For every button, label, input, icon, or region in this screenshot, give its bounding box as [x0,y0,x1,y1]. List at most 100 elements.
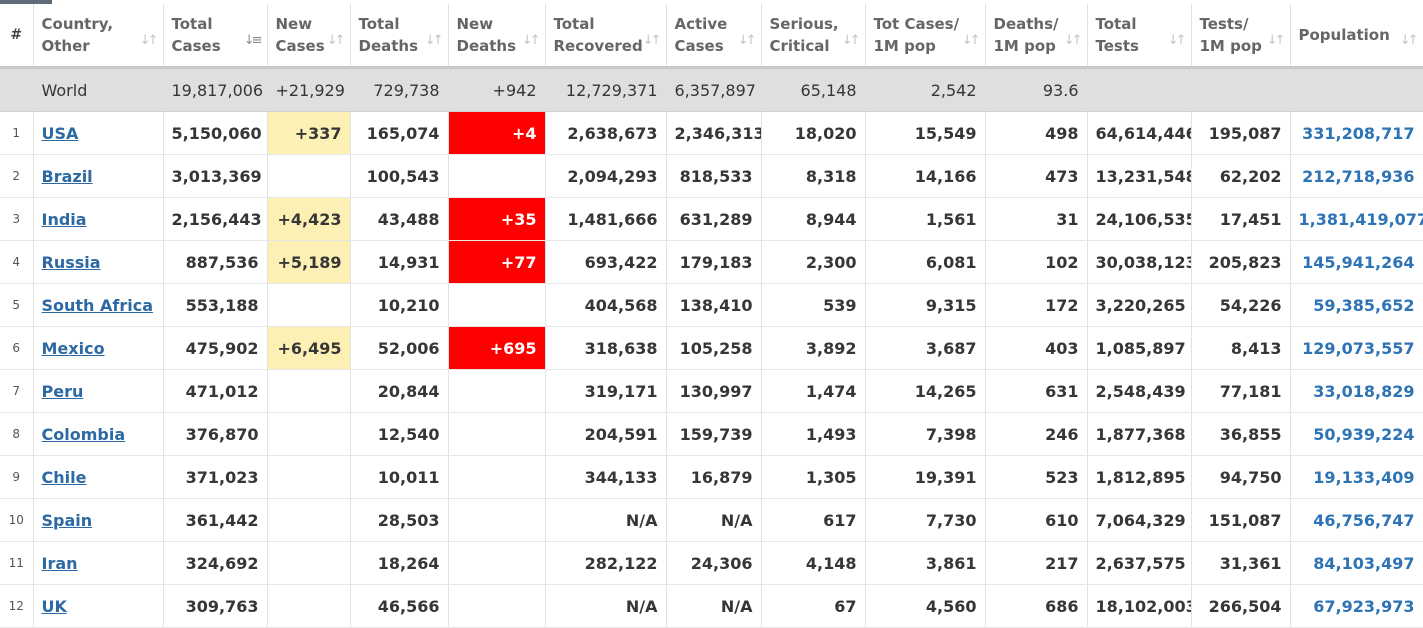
table-row: 12 UK 309,763 46,566 N/A N/A 67 4,560 686 18,102,… [0,584,1423,628]
country-link[interactable]: Mexico [41,338,105,358]
cell-serious-critical: 8,944 [761,197,866,241]
table-header-row: # Country, Other ↓↑ Total Cases ↓≡ New Cases ↓↑ To… [0,4,1423,69]
header-label-line1: Tests/ [1199,15,1249,33]
header-serious-critical[interactable]: Serious, Critical ↓↑ [761,4,866,69]
cell-tests-per-1m: 8,413 [1191,326,1291,370]
cell-deaths-per-1m: 217 [985,541,1088,585]
cell-total-cases: 475,902 [163,326,268,370]
cell-total-tests: 1,812,895 [1087,455,1192,499]
country-link[interactable]: Chile [41,467,87,487]
country-link[interactable]: Spain [41,510,93,530]
cell-tests-per-1m: 94,750 [1191,455,1291,499]
header-label-line2: Critical [769,37,830,55]
country-link[interactable]: Brazil [41,166,93,186]
cell-country: Spain [33,498,164,542]
table-row: 4 Russia 887,536 +5,189 14,931 +77 693,422 179,… [0,240,1423,284]
sort-arrows-icon[interactable]: ↓↑ [1063,33,1083,48]
cell-new-deaths: +35 [448,197,546,241]
cell-population: 19,133,409 [1290,455,1423,499]
header-total-recovered[interactable]: Total Recovered ↓↑ [545,4,667,69]
sort-arrows-icon[interactable]: ↓↑ [326,33,346,48]
cell-total-tests: 24,106,535 [1087,197,1192,241]
header-tests-per-1m[interactable]: Tests/1M pop ↓↑ [1191,4,1291,69]
cell-total-tests: 30,038,123 [1087,240,1192,284]
cell-cases-per-1m: 7,730 [865,498,986,542]
cell-new-cases: +21,929 [267,67,351,112]
header-country[interactable]: Country, Other ↓↑ [33,4,164,69]
country-link[interactable]: Colombia [41,424,126,444]
country-link[interactable]: USA [41,123,79,143]
header-total-cases[interactable]: Total Cases ↓≡ [163,4,268,69]
cell-new-cases [267,455,351,499]
sort-arrows-icon[interactable]: ↓↑ [1399,33,1419,48]
cell-population: 212,718,936 [1290,154,1423,198]
cell-new-deaths [448,412,546,456]
cell-serious-critical: 65,148 [761,67,866,112]
cell-new-deaths [448,154,546,198]
table-row: 6 Mexico 475,902 +6,495 52,006 +695 318,638 105… [0,326,1423,370]
country-link[interactable]: Iran [41,553,78,573]
cell-total-deaths: 165,074 [350,111,449,155]
cell-total-deaths: 52,006 [350,326,449,370]
cell-index: 4 [0,240,34,284]
sort-arrows-icon[interactable]: ↓↑ [1266,33,1286,48]
header-population[interactable]: Population ↓↑ [1290,4,1423,69]
cell-deaths-per-1m: 523 [985,455,1088,499]
sort-arrows-icon[interactable]: ↓↑ [737,33,757,48]
header-label-line2: 1M pop [1199,37,1262,55]
sort-arrows-icon[interactable]: ↓↑ [424,33,444,48]
cell-cases-per-1m: 6,081 [865,240,986,284]
table-row: 1 USA 5,150,060 +337 165,074 +4 2,638,673 2,346… [0,111,1423,155]
header-total-deaths[interactable]: Total Deaths ↓↑ [350,4,449,69]
cell-total-recovered: 2,638,673 [545,111,667,155]
sort-descending-icon[interactable]: ↓≡ [243,33,263,48]
cell-total-recovered: 318,638 [545,326,667,370]
cell-total-cases: 5,150,060 [163,111,268,155]
cell-tests-per-1m: 195,087 [1191,111,1291,155]
cell-total-tests: 18,102,003 [1087,584,1192,628]
header-cases-per-1m[interactable]: Tot Cases/1M pop ↓↑ [865,4,986,69]
header-label-line2: Recovered [553,37,643,55]
header-active-cases[interactable]: Active Cases ↓↑ [666,4,762,69]
cell-active-cases: 631,289 [666,197,762,241]
cell-new-deaths [448,369,546,413]
cell-total-deaths: 10,011 [350,455,449,499]
header-label-line1: New [456,15,494,33]
cell-total-cases: 887,536 [163,240,268,284]
header-new-deaths[interactable]: New Deaths ↓↑ [448,4,546,69]
header-label-line1: Serious, [769,15,839,33]
cell-total-recovered: N/A [545,584,667,628]
cell-total-recovered: 12,729,371 [545,67,667,112]
sort-arrows-icon[interactable]: ↓↑ [841,33,861,48]
cell-country: Mexico [33,326,164,370]
country-link[interactable]: Peru [41,381,84,401]
cell-total-recovered: 204,591 [545,412,667,456]
sort-arrows-icon[interactable]: ↓↑ [1167,33,1187,48]
cell-index: 11 [0,541,34,585]
header-total-tests[interactable]: Total Tests ↓↑ [1087,4,1192,69]
cell-total-recovered: 282,122 [545,541,667,585]
cell-active-cases: 2,346,313 [666,111,762,155]
country-link[interactable]: South Africa [41,295,154,315]
header-label-line2: Tests [1095,37,1139,55]
table-row: 9 Chile 371,023 10,011 344,133 16,879 1,305 19,… [0,455,1423,499]
country-link[interactable]: UK [41,596,67,616]
table-row: 10 Spain 361,442 28,503 N/A N/A 617 7,730 610 7,0… [0,498,1423,542]
country-link[interactable]: Russia [41,252,101,272]
sort-arrows-icon[interactable]: ↓↑ [961,33,981,48]
cell-tests-per-1m: 17,451 [1191,197,1291,241]
cell-serious-critical: 1,493 [761,412,866,456]
header-deaths-per-1m[interactable]: Deaths/1M pop ↓↑ [985,4,1088,69]
sort-arrows-icon[interactable]: ↓↑ [139,33,159,48]
cell-country: USA [33,111,164,155]
cell-population: 84,103,497 [1290,541,1423,585]
country-link[interactable]: India [41,209,87,229]
cell-total-cases: 553,188 [163,283,268,327]
cell-serious-critical: 67 [761,584,866,628]
sort-arrows-icon[interactable]: ↓↑ [521,33,541,48]
cell-serious-critical: 617 [761,498,866,542]
header-new-cases[interactable]: New Cases ↓↑ [267,4,351,69]
sort-arrows-icon[interactable]: ↓↑ [642,33,662,48]
cell-total-tests [1087,67,1192,112]
cell-total-cases: 376,870 [163,412,268,456]
